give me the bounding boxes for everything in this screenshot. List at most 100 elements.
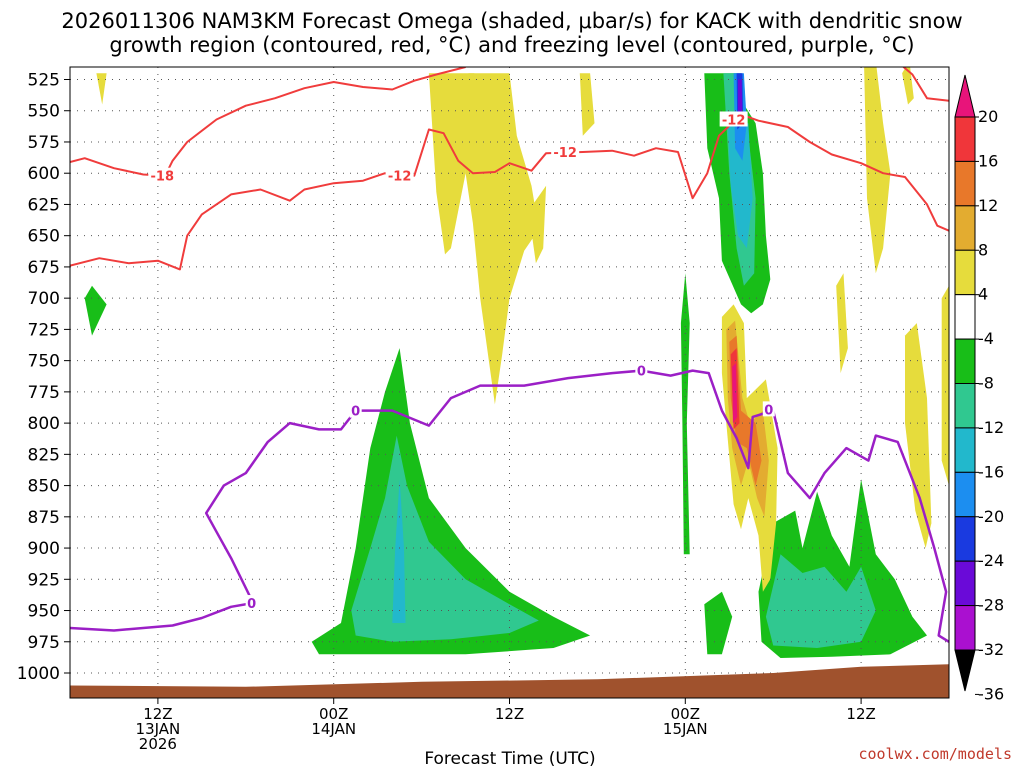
colorbar: 20 16 12 8 4 -4 -8 -12 -16 -20 -24 -28 -32 -36 xyxy=(954,74,1004,703)
y-tick-label-550: 550 xyxy=(28,102,60,122)
colorbar-swatch-7 xyxy=(954,427,976,473)
x-tick-label-12-1: 13JAN xyxy=(136,720,181,738)
x-tick-label-48-1: 15JAN xyxy=(663,720,708,738)
colorbar-label-3: 8 xyxy=(978,240,988,259)
omega-region-23 xyxy=(941,285,949,486)
y-tick-label-600: 600 xyxy=(28,164,60,184)
x-tick-label-48-0: 00Z xyxy=(671,705,700,723)
plot-area xyxy=(70,67,949,698)
omega-region-22 xyxy=(905,323,932,549)
contour-label-bg-0 xyxy=(148,167,177,183)
contour-label-7: 0 xyxy=(247,597,256,612)
freezing-level-contour xyxy=(70,369,949,643)
credit-text: coolwx.com/models xyxy=(858,745,1012,763)
colorbar-label-8: -16 xyxy=(978,462,1004,481)
y-tick-label-750: 750 xyxy=(28,352,60,372)
colorbar-label-7: -12 xyxy=(978,418,1004,437)
contour-label-3: -12 xyxy=(722,113,746,128)
omega-region-13 xyxy=(84,285,107,336)
colorbar-swatch-0 xyxy=(954,116,976,162)
contour-label-6: 0 xyxy=(764,403,773,418)
dgz-contour--12-2 xyxy=(70,113,949,271)
y-tick-label-925: 925 xyxy=(28,570,60,590)
omega-region-3 xyxy=(680,273,690,555)
y-tick-label-725: 725 xyxy=(28,320,60,340)
omega-region-12 xyxy=(765,554,876,648)
contour-label-4: 0 xyxy=(351,405,360,420)
colorbar-swatch-3 xyxy=(954,249,976,296)
contour-label-bg-7 xyxy=(245,595,258,611)
omega-region-9 xyxy=(738,79,743,121)
y-tick-label-625: 625 xyxy=(28,195,60,215)
contour-label-bg-1 xyxy=(385,167,414,183)
contour-lines xyxy=(70,67,949,643)
y-axis: 525 550 575 600 625 650 675 700 725 750 775 800 825 8… xyxy=(17,70,70,684)
omega-region-20 xyxy=(902,67,914,105)
chart-title-line-2: growth region (contoured, red, °C) and f… xyxy=(109,33,914,57)
y-tick-label-1000: 1000 xyxy=(17,664,60,684)
x-tick-label-24-1: 14JAN xyxy=(311,720,356,738)
colorbar-label-10: -24 xyxy=(978,551,1004,570)
y-tick-label-850: 850 xyxy=(28,477,60,497)
y-tick-label-650: 650 xyxy=(28,227,60,247)
omega-shading xyxy=(84,67,949,658)
omega-region-21 xyxy=(836,273,848,374)
dgz-contour--18-0 xyxy=(70,67,466,177)
y-tick-label-575: 575 xyxy=(28,133,60,153)
y-tick-label-825: 825 xyxy=(28,445,60,465)
colorbar-label-1: 16 xyxy=(978,151,998,170)
contour-labels: -18 -12 -12 -12 0 0 0 0 xyxy=(148,111,775,612)
colorbar-swatch-6 xyxy=(954,383,976,429)
colorbar-label-6: -8 xyxy=(978,374,994,393)
y-tick-label-800: 800 xyxy=(28,414,60,434)
contour-label-bg-3 xyxy=(719,111,748,127)
dgz-contour--18-1 xyxy=(902,67,949,102)
colorbar-swatch-10 xyxy=(954,560,976,607)
colorbar-label-4: 4 xyxy=(978,285,988,304)
colorbar-swatch-8 xyxy=(954,471,976,518)
contour-label-bg-5 xyxy=(635,362,648,378)
colorbar-swatch-4 xyxy=(954,294,976,340)
y-tick-label-775: 775 xyxy=(28,383,60,403)
contour-label-0: -18 xyxy=(151,170,175,185)
terrain-fill xyxy=(70,664,949,698)
omega-region-15 xyxy=(428,73,475,255)
x-tick-label-12-2: 2026 xyxy=(139,735,177,753)
contour-label-2: -12 xyxy=(553,146,577,161)
omega-region-6 xyxy=(727,123,753,249)
x-tick-label-12-0: 12Z xyxy=(143,705,172,723)
colorbar-swatch-2 xyxy=(954,205,976,251)
colorbar-bottom-triangle xyxy=(954,649,976,692)
colorbar-swatch-5 xyxy=(954,338,976,385)
y-tick-label-875: 875 xyxy=(28,508,60,528)
x-tick-label-24-0: 00Z xyxy=(319,705,348,723)
colorbar-label-9: -20 xyxy=(978,507,1004,526)
contour-label-bg-2 xyxy=(551,143,580,159)
omega-region-14 xyxy=(96,73,107,105)
y-tick-label-950: 950 xyxy=(28,602,60,622)
x-axis-title: Forecast Time (UTC) xyxy=(424,749,595,768)
contour-label-bg-6 xyxy=(762,401,775,417)
contour-label-1: -12 xyxy=(388,170,412,185)
y-tick-label-675: 675 xyxy=(28,258,60,278)
omega-region-16 xyxy=(465,73,539,405)
colorbar-label-5: -4 xyxy=(978,329,994,348)
chart-title-line-1: 2026011306 NAM3KM Forecast Omega (shaded… xyxy=(61,9,962,33)
omega-region-18 xyxy=(528,185,547,264)
y-tick-label-700: 700 xyxy=(28,289,60,309)
colorbar-label-0: 20 xyxy=(978,107,998,126)
omega-region-10 xyxy=(704,591,733,655)
colorbar-swatch-9 xyxy=(954,516,976,562)
omega-region-2 xyxy=(392,479,406,623)
contour-label-5: 0 xyxy=(637,365,646,380)
y-tick-label-900: 900 xyxy=(28,539,60,559)
colorbar-swatch-1 xyxy=(954,160,976,207)
contour-label-bg-4 xyxy=(349,402,362,418)
colorbar-label-12: -32 xyxy=(978,640,1004,659)
x-tick-label-36-0: 12Z xyxy=(495,705,524,723)
terrain xyxy=(70,664,949,698)
y-tick-label-975: 975 xyxy=(28,633,60,653)
x-tick-label-60-0: 12Z xyxy=(846,705,875,723)
